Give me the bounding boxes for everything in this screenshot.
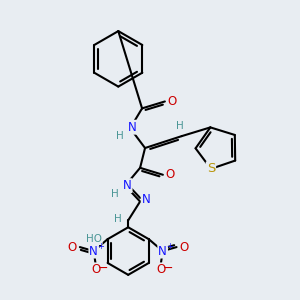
Text: N: N (128, 121, 136, 134)
Text: +: + (97, 242, 104, 250)
Text: O: O (167, 95, 176, 108)
Text: +: + (166, 242, 173, 250)
Text: N: N (89, 244, 98, 258)
Text: H: H (116, 131, 124, 141)
Text: N: N (123, 179, 132, 192)
Text: N: N (158, 244, 167, 258)
Text: H: H (111, 189, 119, 199)
Text: O: O (67, 241, 76, 254)
Text: −: − (98, 262, 108, 275)
Text: S: S (207, 162, 215, 175)
Text: O: O (180, 241, 189, 254)
Text: O: O (156, 263, 165, 276)
Text: H: H (114, 214, 122, 224)
Text: −: − (162, 262, 173, 275)
Text: O: O (165, 168, 174, 181)
Text: H: H (176, 121, 184, 131)
Text: HO: HO (86, 234, 102, 244)
Text: N: N (142, 193, 150, 206)
Text: O: O (91, 263, 100, 276)
